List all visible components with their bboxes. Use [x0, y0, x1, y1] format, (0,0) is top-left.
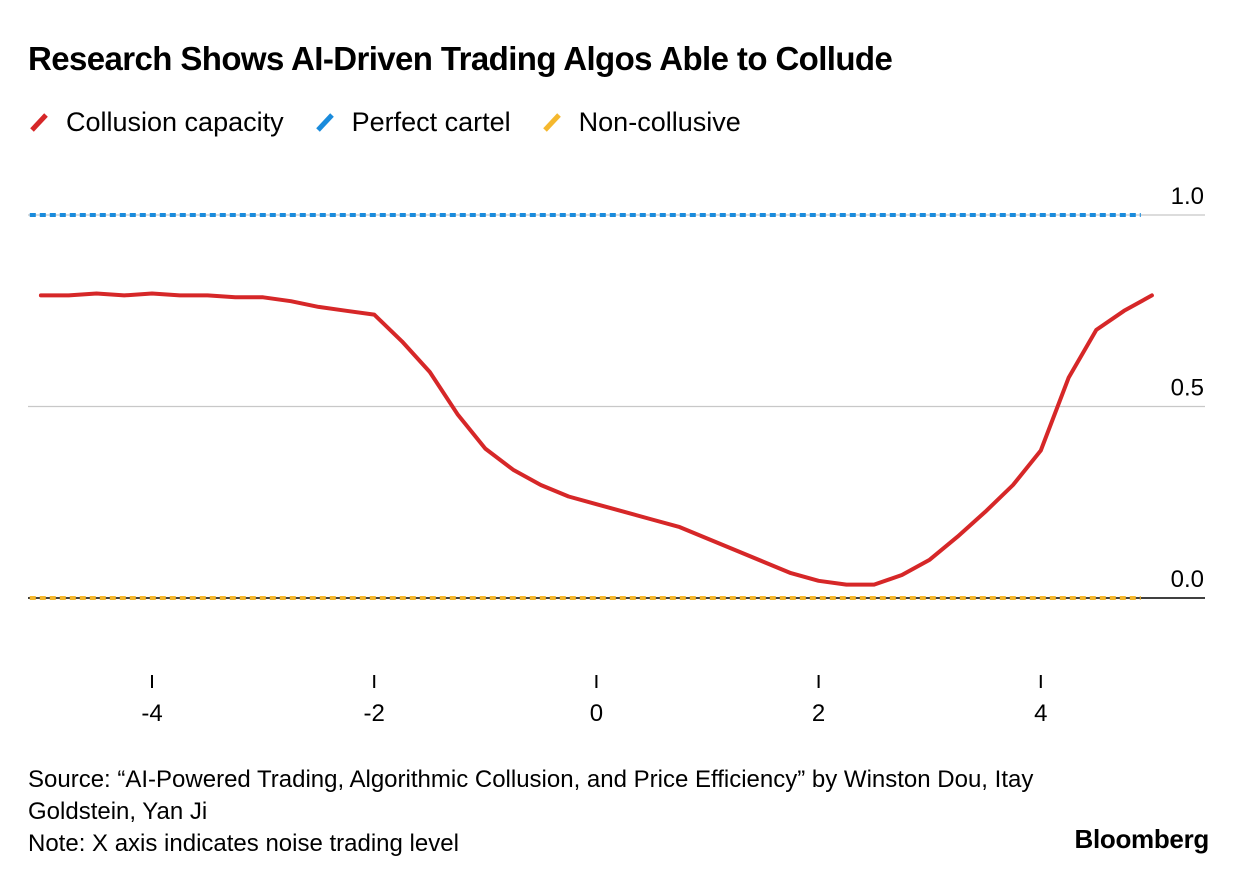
series-line-collusion-capacity: [38, 291, 1154, 587]
legend-item-non-collusive: Non-collusive: [541, 107, 741, 138]
x-tick-label-4: 4: [1034, 700, 1047, 727]
y-tick-label-0-5: 0.5: [1171, 375, 1204, 402]
legend-label-collusion-capacity: Collusion capacity: [66, 106, 284, 137]
chart-title: Research Shows AI-Driven Trading Algos A…: [28, 40, 893, 77]
chart-footer: Source: “AI-Powered Trading, Algorithmic…: [28, 764, 1068, 860]
source-note: Source: “AI-Powered Trading, Algorithmic…: [28, 766, 1034, 825]
legend-label-perfect-cartel: Perfect cartel: [351, 106, 511, 137]
x-tick-label-2: 2: [812, 700, 825, 727]
axis-note: Note: X axis indicates noise trading lev…: [28, 830, 459, 857]
legend-item-perfect-cartel: Perfect cartel: [314, 107, 511, 138]
bloomberg-logo: Bloomberg: [1074, 824, 1209, 854]
y-tick-label-0: 0.0: [1171, 566, 1204, 593]
x-tick-label--2: -2: [364, 700, 385, 727]
legend-swatch-perfect-cartel: [315, 113, 334, 132]
line-chart: 0.0 0.5 1.0 -4 -2 0 2 4: [28, 183, 1205, 727]
chart-legend: Collusion capacity Perfect cartel Non-co…: [28, 104, 771, 140]
legend-swatch-collusion-capacity: [30, 113, 48, 132]
x-tick-label-0: 0: [590, 700, 603, 727]
legend-item-collusion-capacity: Collusion capacity: [28, 107, 284, 138]
legend-label-non-collusive: Non-collusive: [578, 106, 741, 137]
y-tick-label-1: 1.0: [1171, 183, 1204, 210]
x-tick-label--4: -4: [141, 700, 162, 727]
legend-swatch-non-collusive: [542, 113, 561, 132]
